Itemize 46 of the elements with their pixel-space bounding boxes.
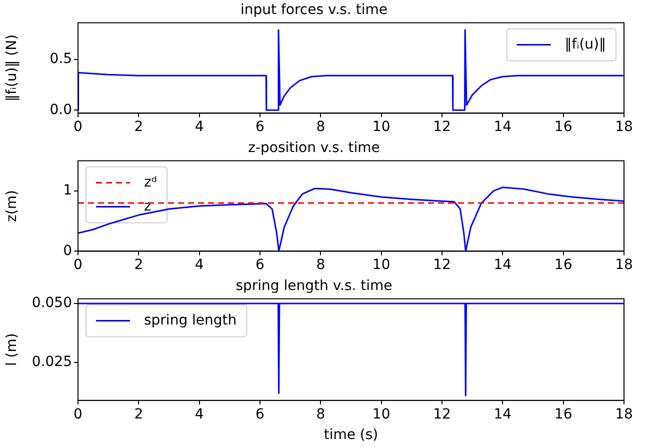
y-tick-label: 0 [63, 242, 72, 259]
x-tick-label: 0 [74, 406, 82, 422]
x-tick-label: 12 [433, 119, 451, 136]
x-tick-label: 8 [316, 119, 326, 136]
x-tick-label: 0 [74, 119, 82, 136]
x-tick-label: 4 [194, 257, 204, 274]
y-tick-label: 0.050 [32, 295, 72, 312]
x-tick-label: 2 [134, 406, 144, 422]
legend-label: zᵈ [144, 174, 158, 190]
x-tick-label: 10 [372, 257, 390, 274]
x-tick-label: 14 [494, 257, 512, 274]
y-axis-title: ‖fᵢ(u)‖ (N) [4, 34, 20, 102]
x-tick-label: 18 [615, 257, 633, 274]
x-tick-label: 2 [134, 119, 144, 136]
y-tick-label: 0.0 [50, 102, 72, 118]
y-tick-label: 0.025 [32, 354, 72, 370]
x-tick-label: 10 [372, 406, 390, 422]
x-tick-label: 8 [316, 257, 326, 274]
x-tick-label: 12 [433, 257, 451, 274]
x-tick-label: 6 [256, 406, 265, 422]
x-tick-label: 14 [494, 119, 512, 136]
legend-label: ‖fᵢ(u)‖ [564, 36, 606, 52]
legend-label: spring length [144, 312, 237, 328]
chart-title: spring length v.s. time [236, 278, 392, 294]
x-tick-label: 4 [194, 406, 204, 422]
x-tick-label: 4 [194, 119, 204, 136]
x-tick-label: 18 [615, 119, 633, 136]
x-tick-label: 12 [433, 406, 451, 422]
x-tick-label: 18 [615, 406, 633, 422]
y-tick-label: 0.5 [50, 51, 72, 68]
x-tick-label: 16 [554, 257, 572, 274]
chart-title: input forces v.s. time [240, 2, 388, 18]
x-tick-label: 10 [372, 119, 390, 136]
y-axis-title: l (m) [4, 333, 20, 366]
x-tick-label: 8 [316, 406, 326, 422]
x-axis-title: time (s) [324, 427, 378, 444]
x-tick-label: 14 [494, 406, 512, 422]
x-tick-label: 2 [134, 257, 144, 274]
x-tick-label: 16 [554, 406, 572, 422]
y-tick-label: 1 [63, 182, 72, 199]
x-tick-label: 16 [554, 119, 572, 136]
x-tick-label: 6 [256, 257, 265, 274]
x-tick-label: 6 [256, 119, 265, 136]
x-tick-label: 0 [74, 257, 82, 274]
y-axis-title: z(m) [4, 190, 20, 222]
chart-title: z-position v.s. time [248, 140, 380, 156]
